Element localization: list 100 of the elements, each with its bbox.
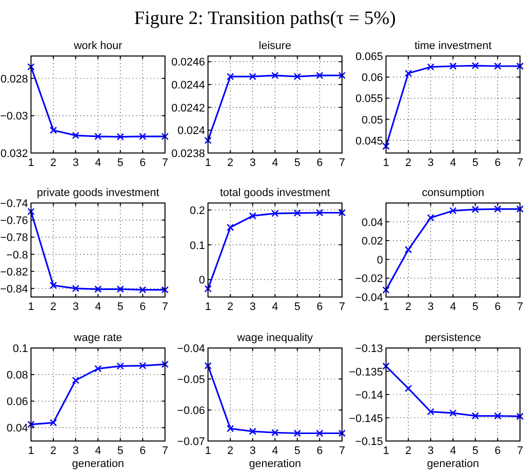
point: [249, 428, 256, 436]
y-tick-label: 0: [198, 274, 205, 287]
x-tick-label: 3: [428, 157, 434, 169]
x-tick-label: 4: [94, 301, 102, 313]
x-tick-label: 6: [494, 301, 501, 313]
point: [226, 72, 234, 80]
x-tick-label: 1: [382, 445, 390, 457]
chart-title: private goods investment: [36, 187, 160, 199]
x-tick-label: 2: [50, 445, 56, 457]
x-tick-label: 6: [140, 157, 146, 169]
x-tick-label: 5: [117, 157, 124, 169]
point: [249, 72, 256, 80]
point: [404, 70, 412, 77]
point: [449, 62, 457, 70]
point: [449, 207, 457, 214]
x-tick-label: 7: [338, 157, 346, 169]
y-tick-label: 0: [376, 254, 383, 266]
chart-title: total goods investment: [220, 187, 330, 199]
x-tick-label: 5: [472, 157, 478, 169]
y-tick-label: −0.04: [177, 343, 205, 355]
y-tick-label: 0.055: [355, 93, 383, 106]
x-tick-label: 1: [28, 301, 34, 313]
x-tick-label: 5: [294, 445, 300, 457]
point: [472, 206, 479, 214]
x-tick-label: 3: [428, 301, 434, 313]
y-tick-label: 0.045: [355, 135, 383, 148]
point: [116, 133, 124, 140]
y-tick-label: −0.04: [355, 292, 383, 304]
point: [494, 412, 502, 420]
x-tick-label: 2: [405, 301, 412, 313]
x-tick-label: 7: [162, 157, 168, 169]
point: [294, 430, 301, 437]
point: [494, 62, 502, 70]
x-tick-label: 1: [382, 157, 390, 169]
point: [338, 209, 346, 216]
point: [161, 132, 169, 140]
y-tick-label: 0.05: [362, 114, 383, 126]
point: [271, 428, 279, 436]
point: [382, 142, 390, 150]
point: [204, 285, 212, 292]
point: [382, 362, 390, 370]
point: [94, 132, 102, 140]
x-tick-label: 3: [250, 301, 256, 313]
point: [294, 209, 301, 217]
x-tick-label: 3: [250, 445, 256, 457]
point: [516, 412, 524, 420]
y-tick-label: 0.06: [362, 72, 383, 84]
point: [271, 210, 279, 218]
x-tick-label: 2: [227, 445, 234, 457]
y-tick-label: 0.0242: [171, 102, 205, 114]
point: [27, 63, 35, 70]
x-tick-label: 3: [72, 301, 79, 313]
x-tick-label: 7: [516, 157, 524, 169]
y-tick-label: 0.1: [190, 240, 205, 252]
point: [27, 208, 35, 216]
x-axis-title: generation: [249, 458, 301, 470]
point: [472, 62, 479, 70]
x-tick-label: 4: [450, 445, 456, 457]
chart-title: persistence: [424, 332, 482, 344]
x-axis-title: generation: [72, 458, 124, 470]
y-tick-label: −0.82: [0, 266, 28, 278]
y-tick-label: −0.03: [0, 110, 28, 123]
y-tick-label: 0.024: [177, 125, 205, 138]
point: [116, 285, 124, 293]
point: [50, 419, 57, 426]
x-tick-label: 1: [28, 157, 34, 169]
x-tick-label: 2: [405, 445, 412, 457]
x-tick-label: 2: [405, 157, 412, 169]
x-tick-label: 7: [338, 445, 346, 457]
x-tick-label: 2: [50, 157, 56, 169]
point: [449, 409, 457, 417]
x-tick-label: 3: [72, 445, 79, 457]
y-tick-label: −0.06: [177, 405, 205, 417]
x-tick-label: 5: [117, 301, 124, 313]
point: [427, 408, 434, 416]
x-tick-label: 7: [162, 301, 168, 313]
x-tick-label: 1: [204, 301, 212, 313]
y-tick-label: 0.065: [355, 51, 383, 63]
point: [338, 72, 346, 80]
y-tick-label: −0.145: [349, 412, 383, 425]
point: [72, 132, 80, 140]
y-tick-label: −0.84: [0, 283, 28, 296]
x-tick-label: 5: [117, 445, 124, 457]
x-tick-label: 4: [272, 157, 278, 169]
x-tick-label: 3: [250, 157, 256, 169]
y-tick-label: −0.05: [177, 374, 205, 386]
x-tick-label: 7: [162, 445, 168, 457]
point: [427, 214, 434, 222]
y-tick-label: 0.06: [6, 396, 28, 408]
point: [316, 209, 324, 216]
y-tick-label: 0.0244: [171, 80, 205, 92]
point: [516, 205, 524, 213]
point: [94, 285, 102, 293]
y-tick-label: −0.15: [355, 436, 383, 448]
y-tick-label: −0.13: [355, 343, 383, 355]
point: [161, 286, 169, 294]
y-tick-label: 0.1: [12, 343, 28, 355]
point: [382, 286, 390, 294]
y-tick-label: −0.07: [177, 436, 205, 448]
x-tick-label: 6: [316, 445, 323, 457]
